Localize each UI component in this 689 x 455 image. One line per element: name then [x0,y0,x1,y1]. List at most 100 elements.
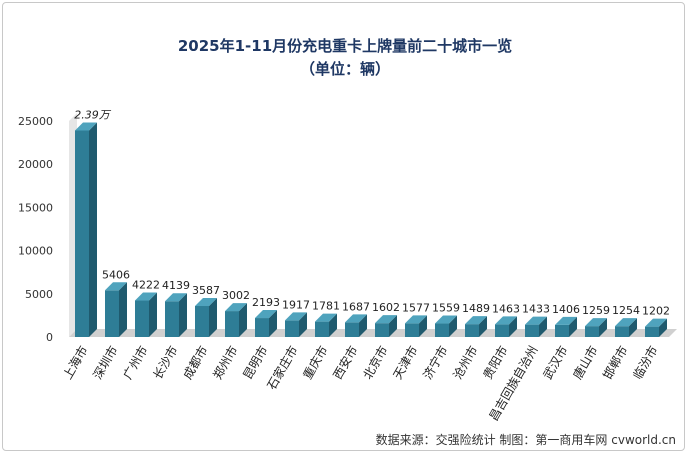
category-label: 天津市 [390,343,421,382]
chart-frame: 2025年1-11月份充电重卡上牌量前二十城市一览 （单位：辆） 0 5000 10… [2,2,685,451]
bar-side [449,315,457,337]
bar-front [195,306,209,337]
bar-front [345,322,359,337]
data-label: 1559 [432,302,460,315]
bar-top [315,313,337,322]
data-label: 1687 [342,300,370,313]
category-label: 邯郸市 [600,343,631,382]
bar [615,318,637,337]
bar [645,318,667,337]
category-label: 贵阳市 [480,343,511,382]
category-label: 临汾市 [630,343,661,382]
bar-front [435,323,449,337]
bar-front [105,290,119,337]
data-label: 1577 [402,301,430,314]
bar-side [239,303,247,337]
bar-top [555,316,577,325]
category-label: 上海市 [60,343,91,382]
bar-side [599,318,607,337]
bar [375,315,397,337]
bar-side [479,316,487,337]
bar-side [359,314,367,337]
bar-top [165,293,187,302]
bar-top [105,282,127,291]
bar-front [645,326,659,337]
bar [525,316,547,337]
bar-front [315,321,329,337]
bar-front [255,318,269,337]
bar [585,318,607,337]
data-label: 1463 [492,302,520,315]
data-label: 3587 [192,284,220,297]
bar-front [615,326,629,337]
bar [195,298,217,337]
bar [225,303,247,337]
bar [165,293,187,337]
data-label: 4222 [132,279,160,292]
data-label: 1406 [552,303,580,316]
category-label: 重庆市 [300,343,331,382]
bar-front [375,323,389,337]
bar-top [75,122,97,131]
y-tick-label: 10000 [18,245,53,258]
bar [255,310,277,337]
bar-side [539,316,547,337]
bar-front [405,323,419,337]
bar-top [525,316,547,325]
chart-subtitle: （单位：辆） [300,60,390,78]
bar-top [495,316,517,325]
bar-side [209,298,217,337]
data-label: 3002 [222,289,250,302]
bar-front [495,324,509,337]
bar-top [375,315,397,324]
bar-top [405,315,427,324]
category-label: 长沙市 [150,343,181,382]
bar-side [389,315,397,337]
bar [465,316,487,337]
category-label: 深圳市 [90,343,121,382]
bar [555,316,577,337]
data-label: 1433 [522,303,550,316]
data-label: 2193 [252,296,280,309]
bar-front [525,324,539,337]
bar-top [465,316,487,325]
data-label: 5406 [102,268,130,281]
y-tick-label: 20000 [18,158,53,171]
bar-side [329,313,337,337]
bar-top [225,303,247,312]
bar-front [555,324,569,337]
bar-top [615,318,637,327]
y-tick-label: 0 [46,331,53,344]
category-label: 郑州市 [210,343,241,382]
bar-top [285,312,307,321]
y-axis: 0 5000 10000 15000 20000 25000 [18,115,53,344]
bar [105,282,127,337]
bar-side [89,122,97,337]
data-label: 1781 [312,300,340,313]
bar-top [195,298,217,307]
bar-top [135,292,157,301]
bar [495,316,517,337]
bar-side [119,282,127,337]
data-label: 1602 [372,301,400,314]
chart-title: 2025年1-11月份充电重卡上牌量前二十城市一览 [178,37,512,55]
bar-side [269,310,277,337]
bar-top [255,310,277,319]
bar-side [419,315,427,337]
bar [135,292,157,337]
bar [345,314,367,337]
y-tick-label: 25000 [18,115,53,128]
bar-side [149,292,157,337]
bar-top [345,314,367,323]
category-label: 广州市 [120,343,151,382]
data-label: 1254 [612,304,640,317]
bar-top [645,318,667,327]
y-tick-label: 15000 [18,201,53,214]
bar-front [585,326,599,337]
category-label: 北京市 [360,343,391,382]
category-label: 沧州市 [450,343,481,382]
category-label: 成都市 [180,343,211,382]
bar-top [435,315,457,324]
bar-front [165,301,179,337]
